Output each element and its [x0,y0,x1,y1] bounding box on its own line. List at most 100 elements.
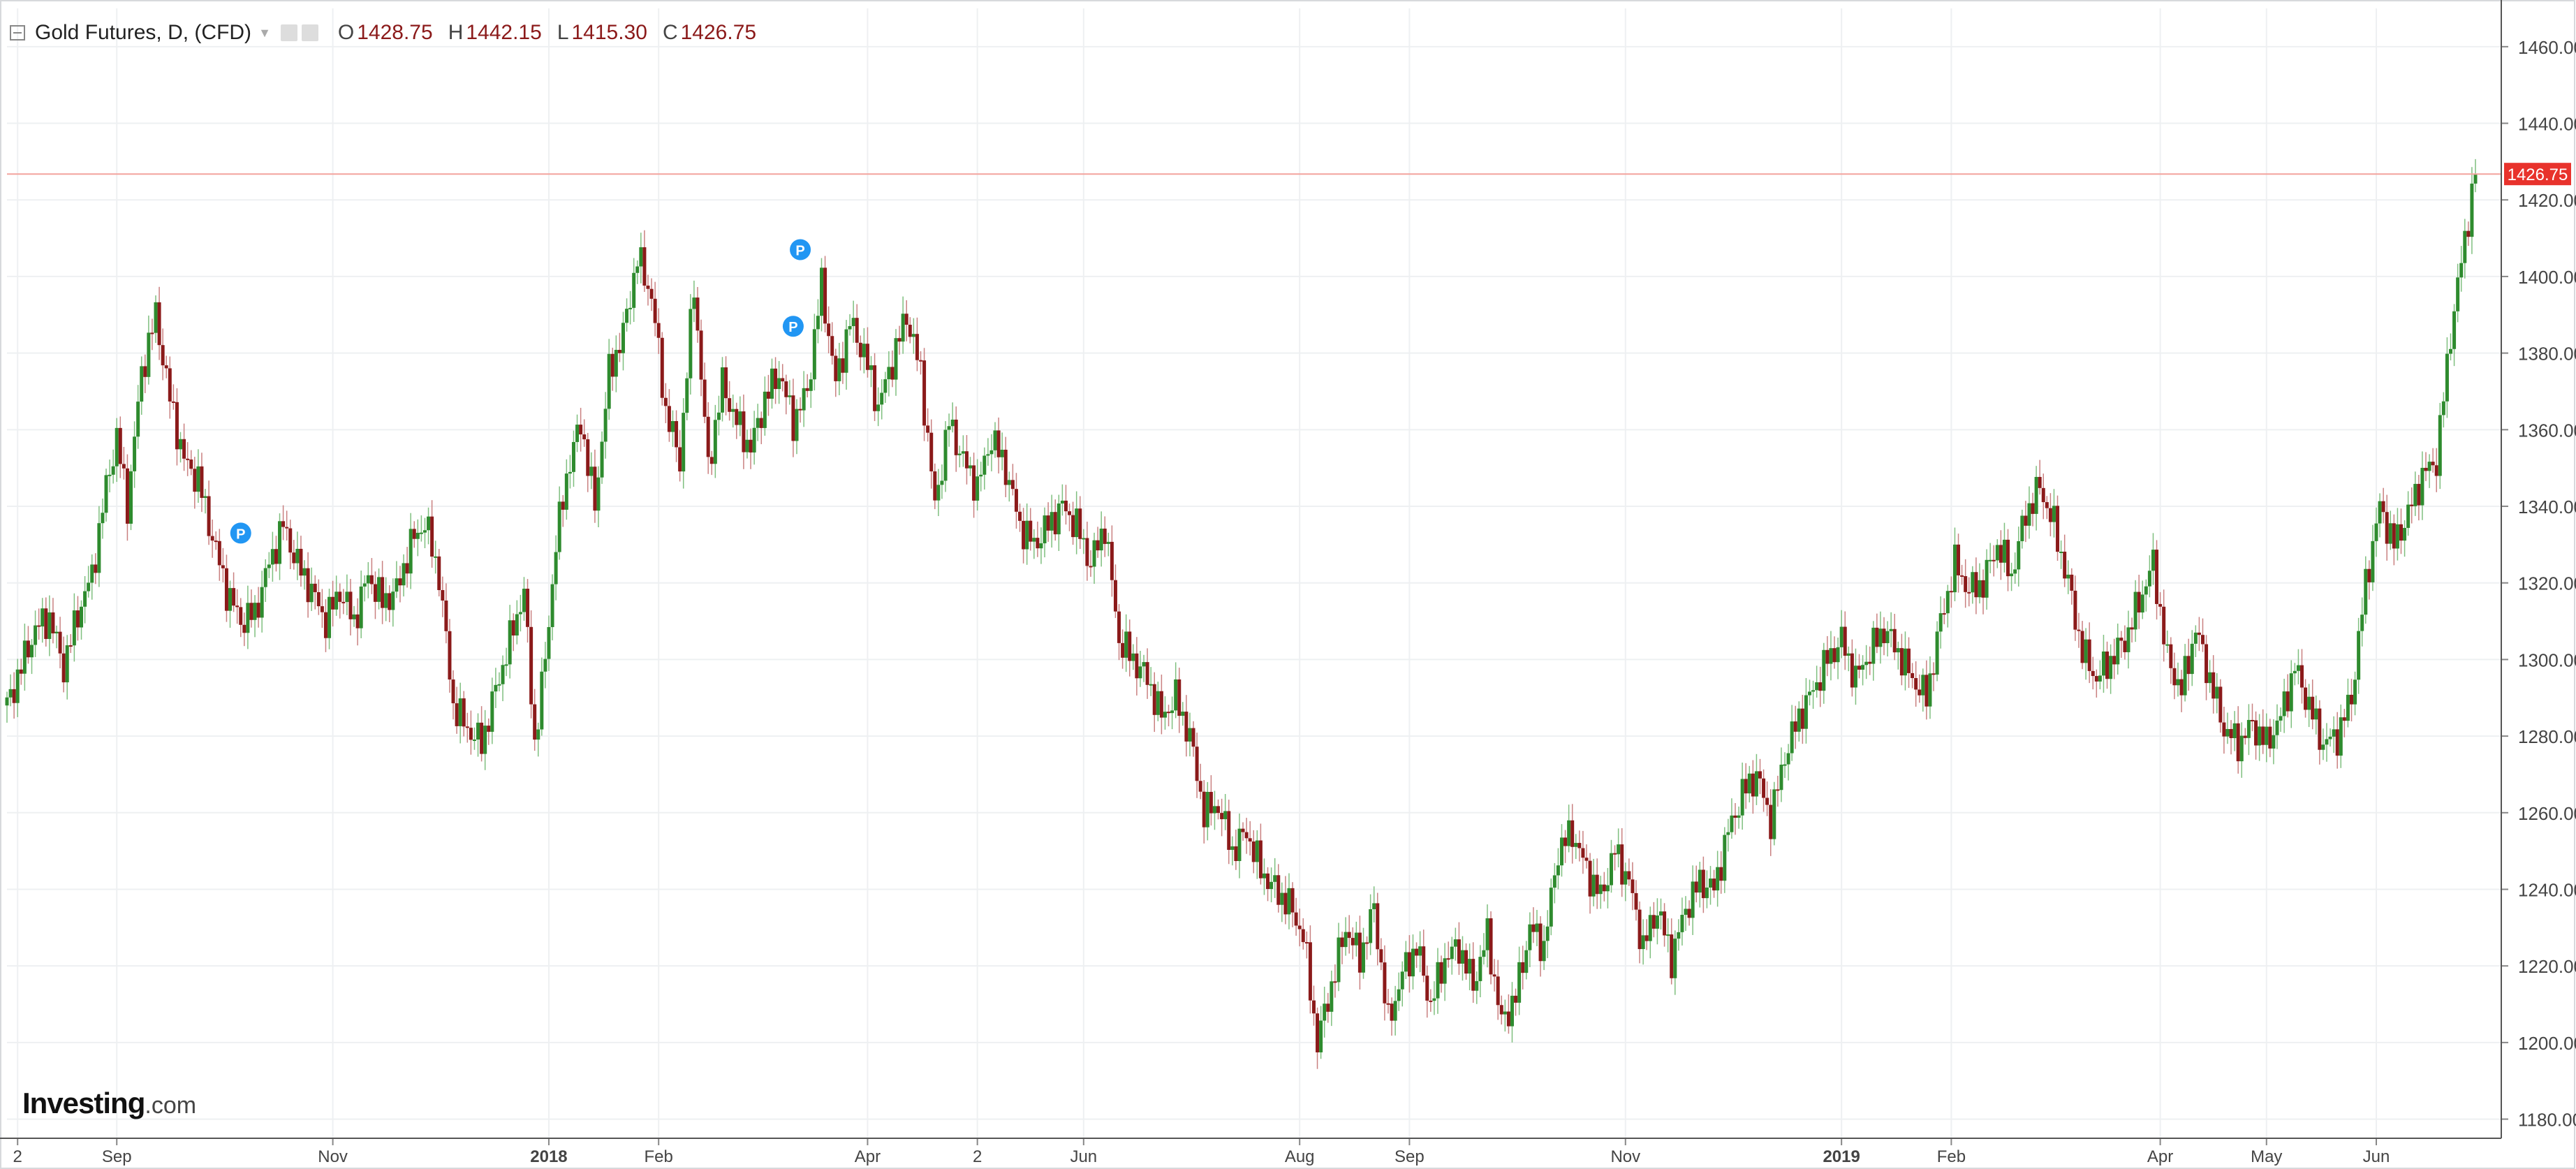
candle-down [186,458,190,460]
candle-up [692,297,696,309]
candle-up [682,413,686,472]
candle-up [880,392,884,405]
candle-up [2452,311,2457,349]
candle-down [75,610,80,628]
candle-down [1620,844,1624,885]
candle-up [986,454,990,456]
candle-down [1577,843,1582,848]
candle-down [285,527,289,529]
candle-down [1202,791,1206,828]
candle-down [784,381,788,397]
candle-up [2292,670,2297,674]
candle-down [954,419,958,455]
candle-down [1850,653,1854,688]
candle-up [1319,1020,1323,1052]
candle-down [1241,828,1245,832]
candle-up [2459,263,2464,278]
investing-logo[interactable]: Investing.com [22,1087,196,1120]
candle-down [1981,580,1985,598]
candle-down [2045,502,2049,508]
candle-down [444,600,448,631]
y-tick-label: 1360.00 [2518,420,2576,441]
candle-up [2147,571,2151,587]
candle-down [242,624,246,633]
candle-up [1903,648,1907,676]
candle-down [2091,670,2095,677]
candle-down [1992,559,1996,561]
candle-up [809,379,813,391]
candle-up [816,316,820,330]
candle-down [1825,649,1830,664]
candle-up [901,314,905,342]
candle-up [260,587,264,618]
candle-up [490,691,494,732]
candle-up [1482,950,1486,957]
collapse-icon[interactable] [10,25,25,41]
candle-up [1709,878,1713,888]
candle-up [1617,844,1621,855]
candle-up [1673,939,1677,978]
candle-up [1039,543,1043,549]
settings-icon[interactable] [280,24,297,41]
candle-down [2381,501,2385,513]
candle-up [1705,888,1709,899]
candle-down [2197,632,2201,635]
chevron-down-icon[interactable]: ▼ [258,25,271,40]
candle-down [1907,648,1911,673]
candle-up [1680,915,1684,932]
candle-up [2403,527,2407,541]
candle-up [869,365,874,370]
candle-down [1152,684,1156,715]
y-tick-label: 1420.00 [2518,190,2576,211]
candle-down [1128,631,1132,661]
candle-down [1326,1003,1330,1012]
candle-up [1528,924,1532,950]
candle-down [292,552,296,564]
candle-down [235,605,240,608]
candle-up [1779,764,1783,791]
low-label: L [557,21,569,44]
candle-up [302,568,307,576]
candle-down [221,565,225,568]
candle-down [171,401,175,403]
candle-up [950,419,955,427]
candle-up [366,575,370,584]
candle-up [614,350,618,377]
candle-down [94,564,98,573]
candle-down [699,330,703,380]
candle-down [2070,574,2074,591]
candle-up [1598,884,1603,895]
candle-down [1857,666,1862,670]
candle-up [1641,935,1645,950]
candle-down [1492,974,1496,977]
candle-up [685,378,689,413]
remove-icon[interactable] [301,24,318,41]
candle-up [2193,632,2198,644]
legend-title: Gold Futures, D, (CFD) [35,21,252,44]
candle-up [1000,450,1004,457]
candle-down [873,365,877,411]
candle-up [1783,764,1787,766]
candle-down [653,298,657,323]
x-tick-label: Nov [1610,1147,1640,1166]
candle-up [1149,684,1153,686]
candle-up [384,593,388,608]
logo-brand: Investing [22,1087,145,1119]
candle-down [1892,628,1897,653]
candle-down [1365,942,1369,944]
candle-down [702,379,707,417]
candle-up [352,614,356,619]
candle-down [232,588,236,606]
candle-down [1333,981,1337,983]
candle-up [2126,627,2130,652]
candle-down [646,285,650,289]
candle-down [1957,544,1961,575]
candle-down [1762,778,1766,798]
candle-down [316,591,321,607]
candle-down [1340,937,1344,948]
candle-down [373,584,377,602]
candle-down [709,457,714,464]
candle-up [982,455,987,475]
